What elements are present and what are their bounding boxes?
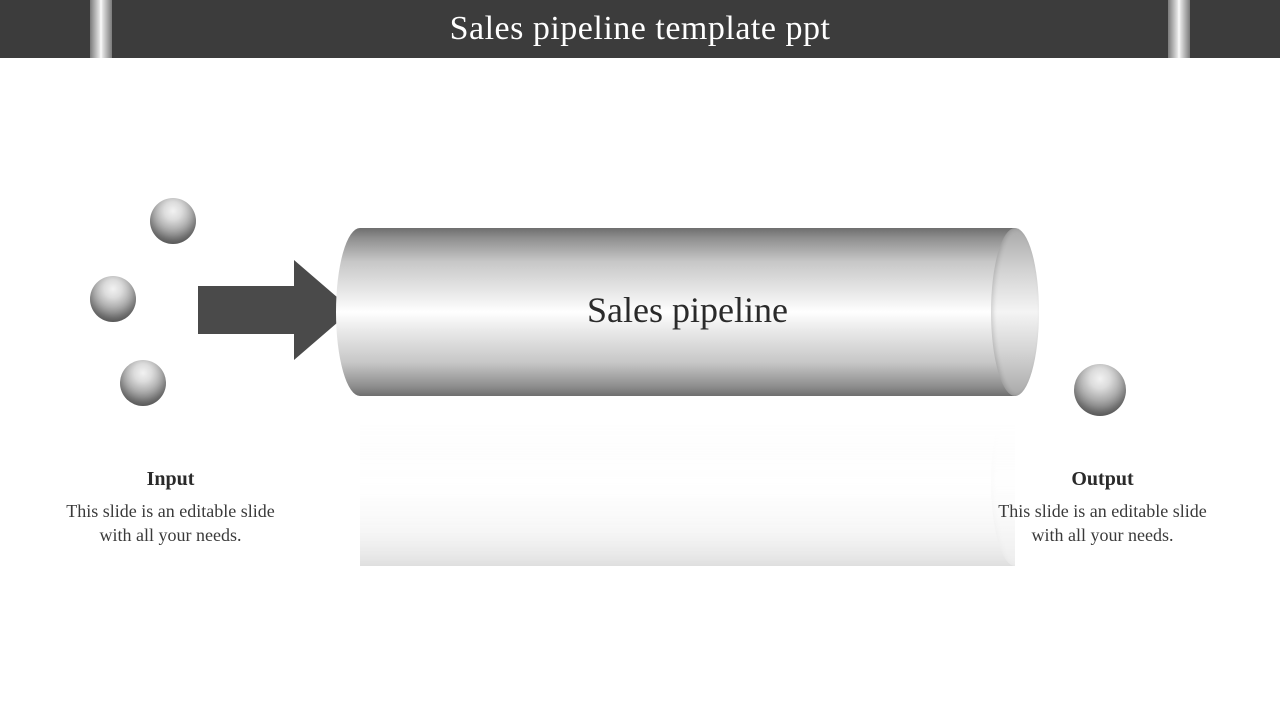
input-block: Input This slide is an editable slide wi… (58, 468, 283, 548)
pipeline-label: Sales pipeline (360, 289, 1015, 331)
header-accent-left (90, 0, 112, 58)
output-block: Output This slide is an editable slide w… (985, 468, 1220, 548)
output-body: This slide is an editable slide with all… (985, 499, 1220, 548)
input-body: This slide is an editable slide with all… (58, 499, 283, 548)
slide: Sales pipeline template ppt Sales pipeli… (0, 0, 1280, 720)
input-sphere-2 (90, 276, 136, 322)
output-sphere (1074, 364, 1126, 416)
input-title: Input (58, 468, 283, 491)
input-sphere-3 (120, 360, 166, 406)
slide-stage: Sales pipeline Input This slide is an ed… (0, 58, 1280, 720)
slide-title: Sales pipeline template ppt (450, 10, 831, 48)
input-sphere-1 (150, 198, 196, 244)
header-accent-right (1168, 0, 1190, 58)
pipeline-cylinder-reflection (360, 398, 1015, 566)
input-arrow-icon (198, 260, 358, 360)
slide-header: Sales pipeline template ppt (0, 0, 1280, 58)
pipeline-cylinder: Sales pipeline (360, 228, 1015, 396)
output-title: Output (985, 468, 1220, 491)
